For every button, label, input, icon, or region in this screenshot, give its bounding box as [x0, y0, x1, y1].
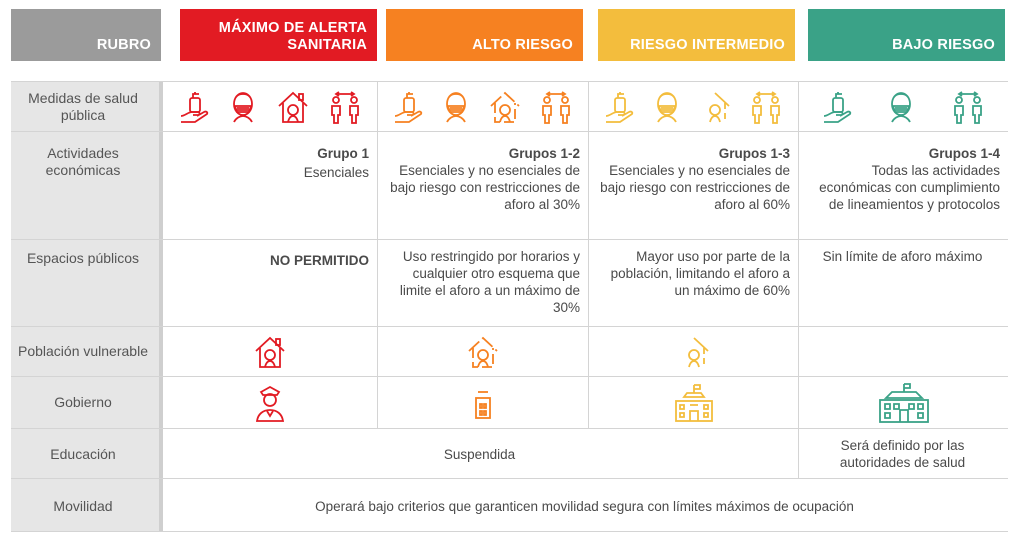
row-label-educacion: Educación: [11, 429, 163, 478]
movilidad-text: Operará bajo criterios que garanticen mo…: [315, 499, 854, 514]
actividades-intermedio-text: Esenciales y no esenciales de bajo riesg…: [600, 163, 790, 212]
gobierno-maximo: [163, 377, 378, 428]
poblacion-alto: [378, 327, 589, 376]
row-educacion: Educación Suspendida Será definido por l…: [11, 429, 1008, 479]
actividades-bajo-title: Grupos 1-4: [928, 146, 1000, 161]
face-mask-icon: [446, 91, 466, 122]
hand-sanitizer-icon: [824, 91, 852, 123]
header-alto: ALTO RIESGO: [386, 9, 583, 61]
gobierno-intermedio: [589, 377, 799, 428]
row-label-actividades: Actividades económicas: [11, 132, 163, 239]
header-maximo: MÁXIMO DE ALERTA SANITARIA: [180, 9, 377, 61]
header-rubro: RUBRO: [11, 9, 161, 61]
actividades-alto-text: Esenciales y no esenciales de bajo riesg…: [390, 163, 580, 212]
medidas-maximo: [163, 82, 378, 131]
header-rubro-label: RUBRO: [96, 37, 151, 53]
row-actividades: Actividades económicas Grupo 1 Esenciale…: [11, 132, 1008, 240]
stay-home-icon: [255, 336, 285, 368]
stay-home-icon: [468, 336, 498, 368]
actividades-maximo: Grupo 1 Esenciales: [163, 132, 378, 239]
espacios-alto: Uso restringido por horarios y cualquier…: [378, 240, 589, 326]
header-bajo: BAJO RIESGO: [808, 9, 1005, 61]
stay-home-icon: [277, 91, 308, 123]
row-label-espacios: Espacios públicos: [11, 240, 163, 326]
stay-home-icon: [687, 336, 709, 367]
actividades-intermedio-title: Grupos 1-3: [718, 146, 790, 161]
face-mask-icon: [232, 91, 253, 122]
social-distance-icon: [953, 90, 982, 124]
row-label-movilidad: Movilidad: [11, 479, 163, 531]
face-mask-icon: [891, 91, 912, 122]
medidas-bajo: [799, 82, 1008, 131]
row-medidas: Medidas de salud pública: [11, 81, 1008, 132]
header-intermedio: RIESGO INTERMEDIO: [598, 9, 795, 61]
medidas-alto: [378, 82, 589, 131]
face-mask-icon: [656, 91, 677, 122]
poblacion-intermedio: [589, 327, 799, 376]
poblacion-maximo: [163, 327, 378, 376]
row-poblacion: Población vulnerable: [11, 327, 1008, 377]
row-movilidad: Movilidad Operará bajo criterios que gar…: [11, 479, 1008, 532]
police-officer-icon: [255, 385, 285, 422]
actividades-alto-title: Grupos 1-2: [508, 146, 580, 161]
hand-sanitizer-icon: [180, 91, 208, 123]
poblacion-bajo: [799, 327, 1008, 376]
educacion-bajo: Será definido por las autoridades de sal…: [839, 438, 966, 470]
gobierno-bajo: [799, 377, 1008, 428]
social-distance-icon: [752, 90, 781, 124]
espacios-bajo: Sin límite de aforo máximo: [822, 249, 983, 264]
actividades-maximo-title: Grupo 1: [317, 146, 369, 161]
stay-home-icon: [709, 91, 730, 122]
espacios-maximo: NO PERMITIDO: [163, 240, 378, 326]
espacios-intermedio: Mayor uso por parte de la población, lim…: [589, 240, 799, 326]
government-building-icon: [475, 390, 491, 419]
header-intermedio-label: RIESGO INTERMEDIO: [630, 37, 785, 53]
actividades-maximo-text: Esenciales: [303, 165, 369, 180]
gobierno-alto: [378, 377, 589, 428]
row-espacios: Espacios públicos NO PERMITIDO Uso restr…: [11, 240, 1008, 327]
row-label-poblacion: Población vulnerable: [11, 327, 163, 376]
hand-sanitizer-icon: [605, 91, 634, 123]
actividades-alto: Grupos 1-2 Esenciales y no esenciales de…: [378, 132, 589, 239]
row-label-gobierno: Gobierno: [11, 377, 163, 428]
social-distance-icon: [330, 90, 359, 124]
educacion-suspendida: Suspendida: [163, 429, 799, 478]
medidas-intermedio: [589, 82, 799, 131]
stay-home-icon: [490, 91, 520, 123]
row-gobierno: Gobierno: [11, 377, 1008, 429]
government-building-icon: [878, 382, 929, 423]
actividades-intermedio: Grupos 1-3 Esenciales y no esenciales de…: [589, 132, 799, 239]
header-alto-label: ALTO RIESGO: [472, 37, 573, 53]
hand-sanitizer-icon: [394, 91, 423, 123]
government-building-icon: [674, 383, 713, 422]
header-bajo-label: BAJO RIESGO: [892, 37, 995, 53]
risk-table: Medidas de salud pública: [11, 81, 1008, 533]
actividades-bajo-text: Todas las actividades económicas con cum…: [819, 163, 1000, 212]
social-distance-icon: [542, 90, 570, 124]
row-label-medidas: Medidas de salud pública: [11, 82, 163, 131]
header-maximo-label: MÁXIMO DE ALERTA SANITARIA: [218, 20, 367, 53]
actividades-bajo: Grupos 1-4 Todas las actividades económi…: [799, 132, 1008, 239]
